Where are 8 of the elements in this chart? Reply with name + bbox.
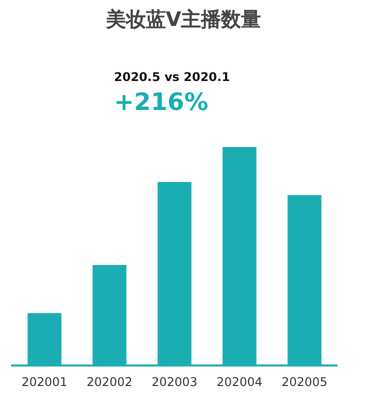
text: 2020.5 vs 2020.1 <box>114 70 230 84</box>
text: +216% <box>114 88 208 116</box>
x-tick-label: 202002 <box>86 374 132 389</box>
x-tick-label: 202004 <box>216 374 262 389</box>
chart-title: 美妆蓝V主播数量 <box>104 6 262 33</box>
x-tick-label: 202003 <box>152 374 198 389</box>
x-tick-label: 202001 <box>22 374 68 389</box>
x-tick-label: 202005 <box>282 374 328 389</box>
